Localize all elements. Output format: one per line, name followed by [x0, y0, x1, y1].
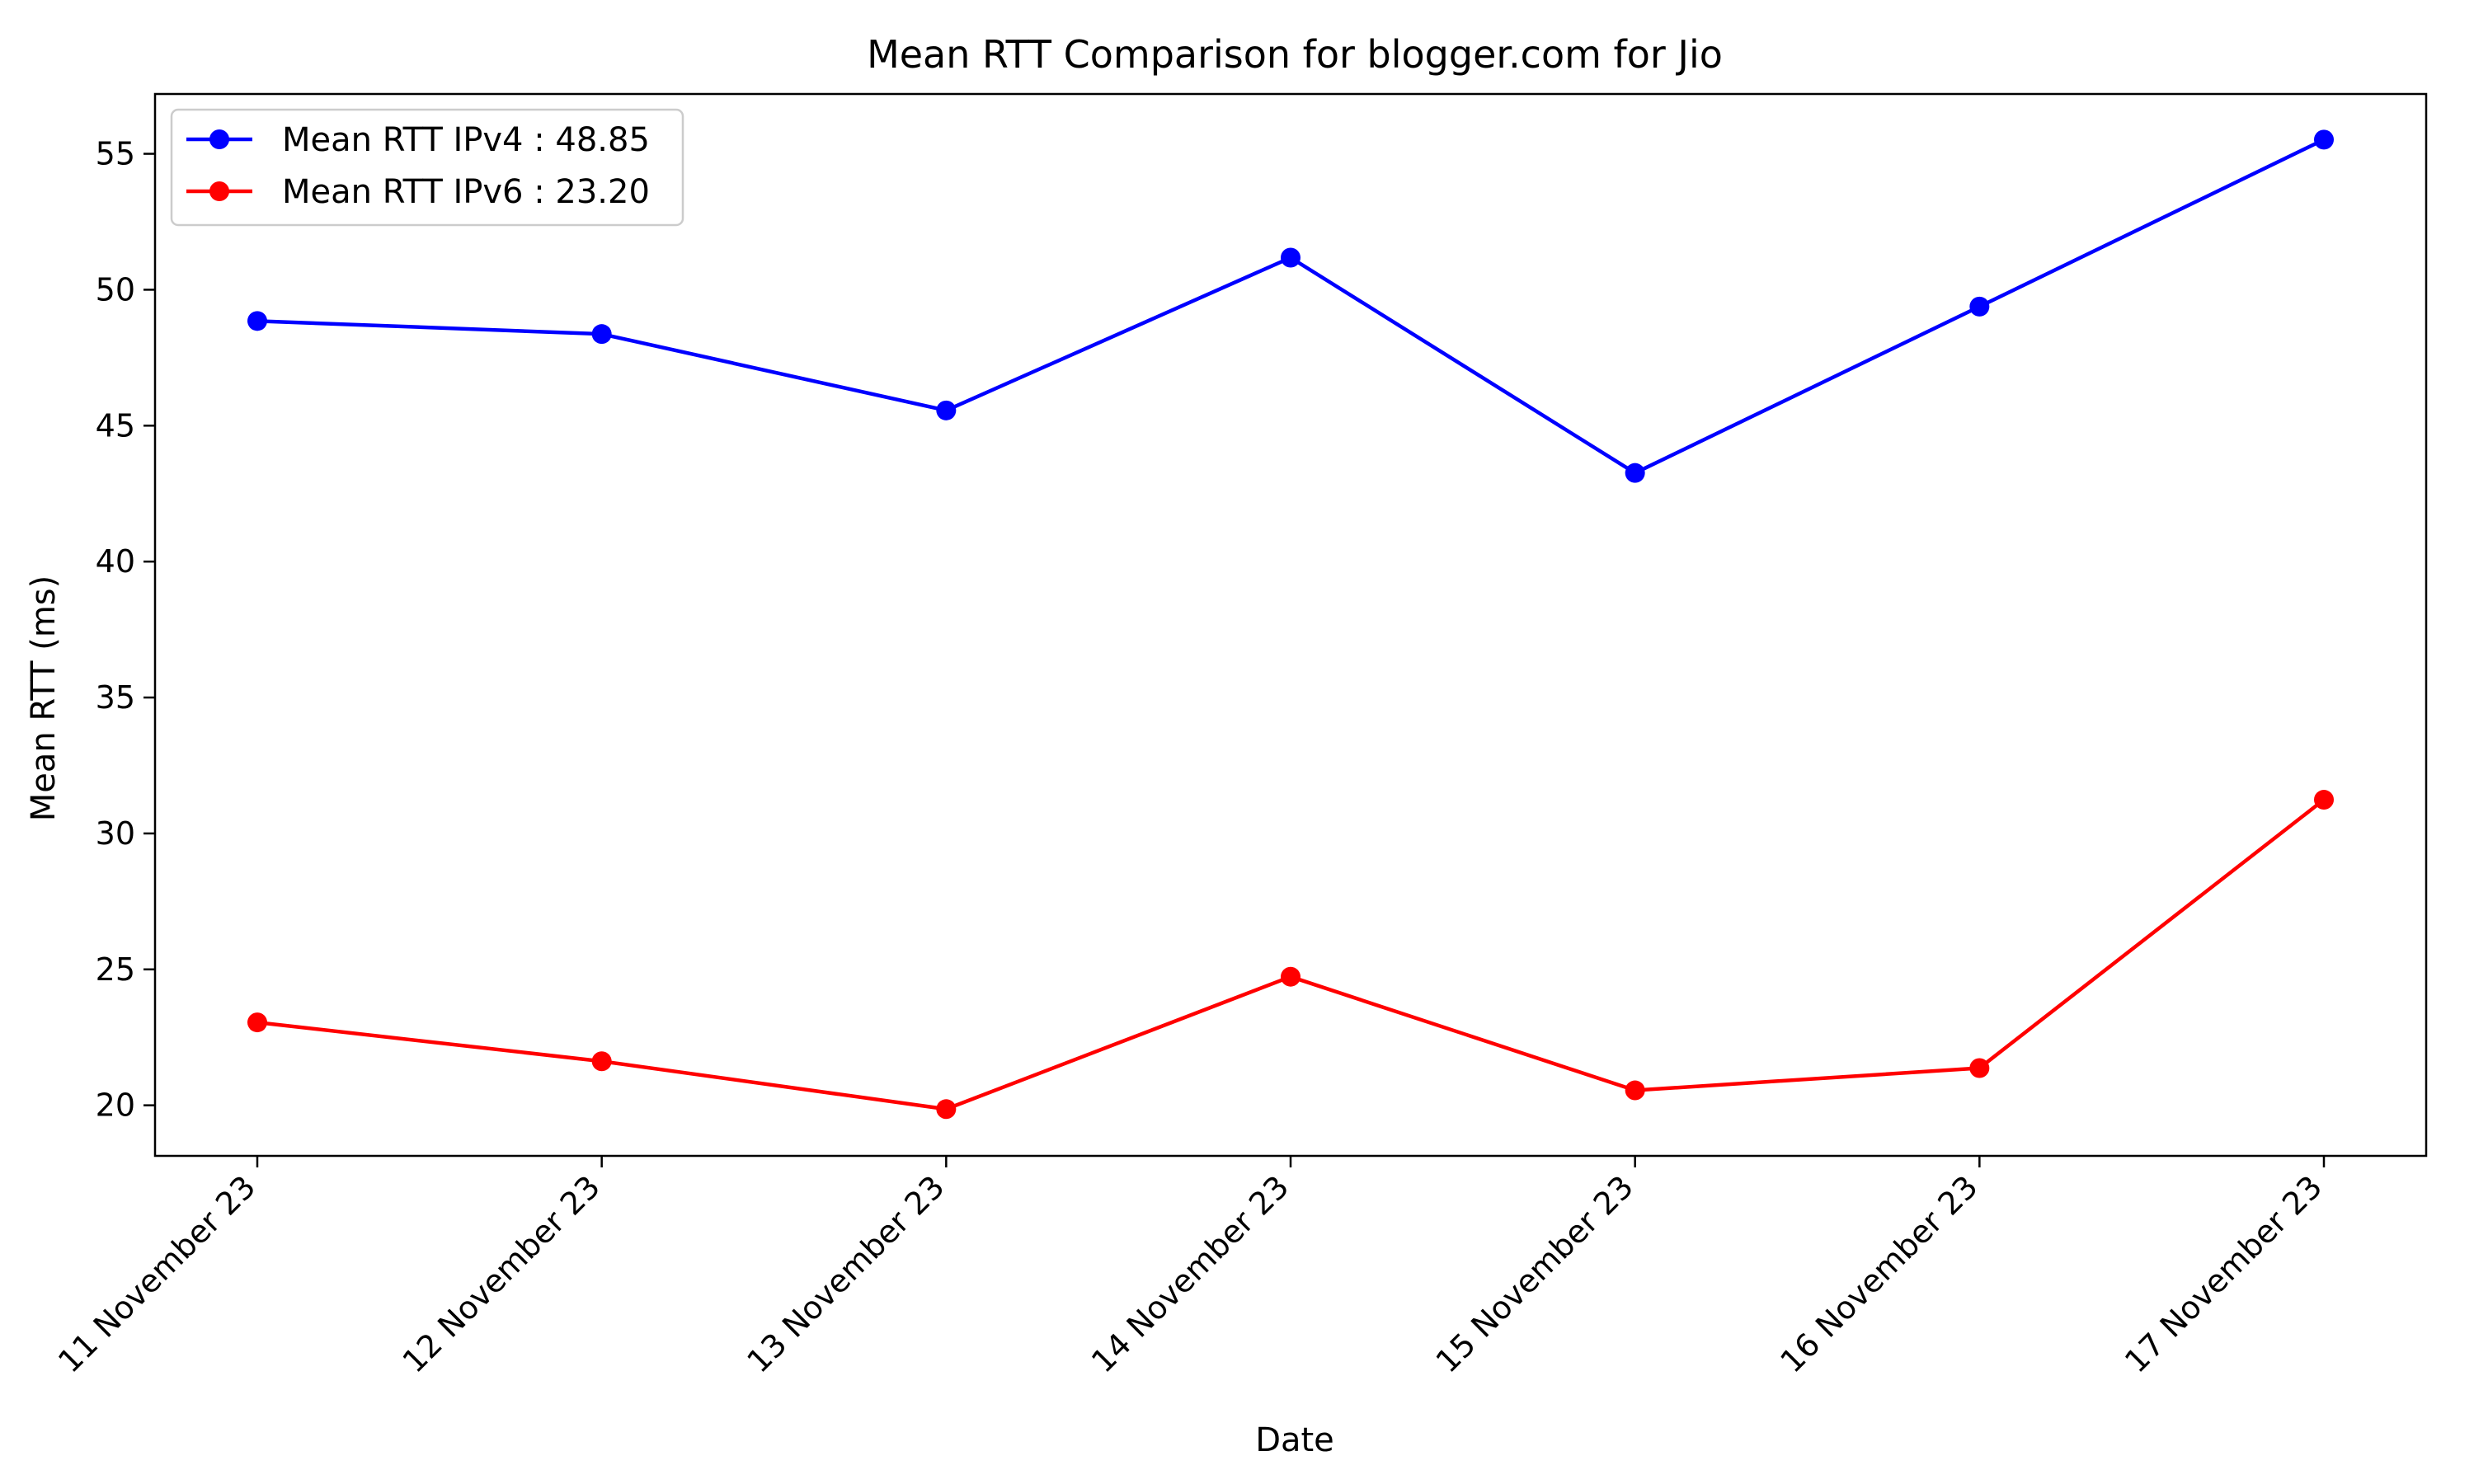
data-point [936, 1099, 957, 1120]
data-point [1281, 966, 1300, 987]
y-tick-label: 40 [96, 543, 135, 580]
y-axis: 20 25 30 35 40 45 50 55 [96, 136, 155, 1124]
y-tick-label: 45 [96, 407, 135, 444]
data-point [247, 1012, 267, 1033]
y-tick-label: 50 [96, 271, 135, 308]
legend-entry: Mean RTT IPv6 : 23.20 [186, 173, 650, 211]
legend-label: Mean RTT IPv6 : 23.20 [282, 173, 650, 211]
plot-area [247, 129, 2334, 1120]
y-tick-label: 55 [96, 136, 135, 172]
data-point [1625, 1080, 1645, 1101]
chart-title: Mean RTT Comparison for blogger.com for … [867, 32, 1723, 77]
legend-entry: Mean RTT IPv4 : 48.85 [186, 121, 650, 159]
legend-label: Mean RTT IPv4 : 48.85 [282, 121, 650, 159]
y-tick-label: 35 [96, 679, 135, 716]
legend: Mean RTT IPv4 : 48.85 Mean RTT IPv6 : 23.… [170, 108, 684, 227]
data-point [591, 324, 612, 345]
legend-marker [209, 181, 229, 201]
legend-marker [209, 129, 229, 149]
data-point [1281, 247, 1300, 268]
x-axis-label: Date [1255, 1421, 1334, 1459]
data-point [2314, 790, 2334, 810]
data-point [2314, 129, 2334, 150]
series-ipv6 [247, 790, 2334, 1120]
y-tick-label: 30 [96, 815, 135, 852]
data-point [1969, 1058, 1990, 1078]
data-point [936, 400, 957, 420]
data-point [247, 311, 267, 331]
data-point [1969, 296, 1990, 317]
data-point [591, 1051, 612, 1072]
series-ipv4 [247, 129, 2334, 483]
y-tick-label: 20 [96, 1087, 135, 1124]
data-point [1625, 463, 1645, 483]
legend-box [170, 108, 684, 227]
y-tick-label: 25 [96, 951, 135, 988]
y-axis-label: Mean RTT (ms) [25, 575, 63, 821]
